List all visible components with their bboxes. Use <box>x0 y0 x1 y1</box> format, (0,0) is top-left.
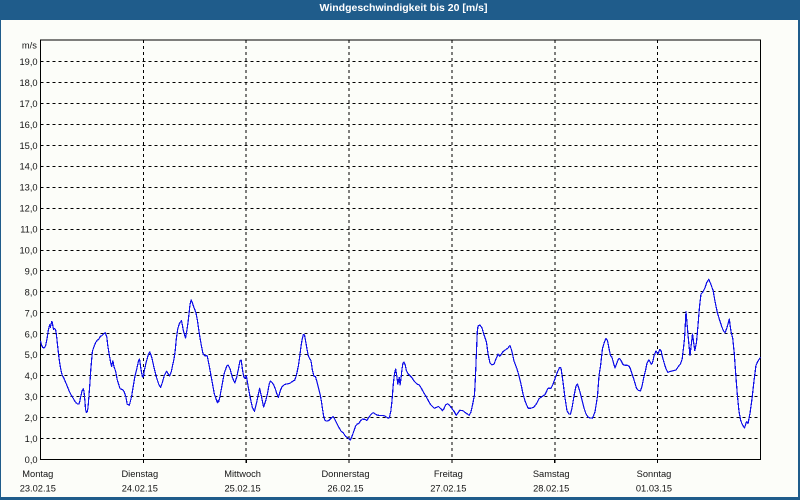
svg-text:7,0: 7,0 <box>25 308 38 318</box>
svg-text:3,0: 3,0 <box>25 392 38 402</box>
svg-text:0,0: 0,0 <box>25 455 38 465</box>
svg-text:26.02.15: 26.02.15 <box>327 483 363 493</box>
svg-text:8,0: 8,0 <box>25 287 38 297</box>
svg-text:10,0: 10,0 <box>19 246 37 256</box>
svg-text:Montag: Montag <box>22 469 53 479</box>
svg-text:12,0: 12,0 <box>19 204 37 214</box>
svg-text:25.02.15: 25.02.15 <box>224 483 260 493</box>
svg-text:m/s: m/s <box>22 40 37 50</box>
svg-text:1,0: 1,0 <box>25 434 38 444</box>
svg-text:18,0: 18,0 <box>19 78 37 88</box>
svg-text:24.02.15: 24.02.15 <box>122 483 158 493</box>
svg-text:11,0: 11,0 <box>20 225 37 235</box>
svg-text:5,0: 5,0 <box>25 350 38 360</box>
svg-text:4,0: 4,0 <box>25 371 38 381</box>
svg-text:15,0: 15,0 <box>19 141 37 151</box>
svg-text:Samstag: Samstag <box>533 469 570 479</box>
svg-text:Freitag: Freitag <box>434 469 463 479</box>
svg-text:28.02.15: 28.02.15 <box>533 483 569 493</box>
svg-text:23.02.15: 23.02.15 <box>20 483 56 493</box>
svg-text:16,0: 16,0 <box>19 120 37 130</box>
svg-text:Sonntag: Sonntag <box>637 469 672 479</box>
svg-text:13,0: 13,0 <box>19 183 37 193</box>
svg-text:01.03.15: 01.03.15 <box>636 483 672 493</box>
svg-text:Donnerstag: Donnerstag <box>321 469 369 479</box>
svg-text:27.02.15: 27.02.15 <box>430 483 466 493</box>
svg-text:19,0: 19,0 <box>19 57 37 67</box>
svg-text:Mittwoch: Mittwoch <box>224 469 261 479</box>
svg-text:6,0: 6,0 <box>25 329 38 339</box>
svg-text:2,0: 2,0 <box>25 413 38 423</box>
svg-text:14,0: 14,0 <box>19 162 37 172</box>
svg-text:9,0: 9,0 <box>25 267 38 277</box>
svg-text:17,0: 17,0 <box>19 99 37 109</box>
svg-text:Dienstag: Dienstag <box>121 469 158 479</box>
